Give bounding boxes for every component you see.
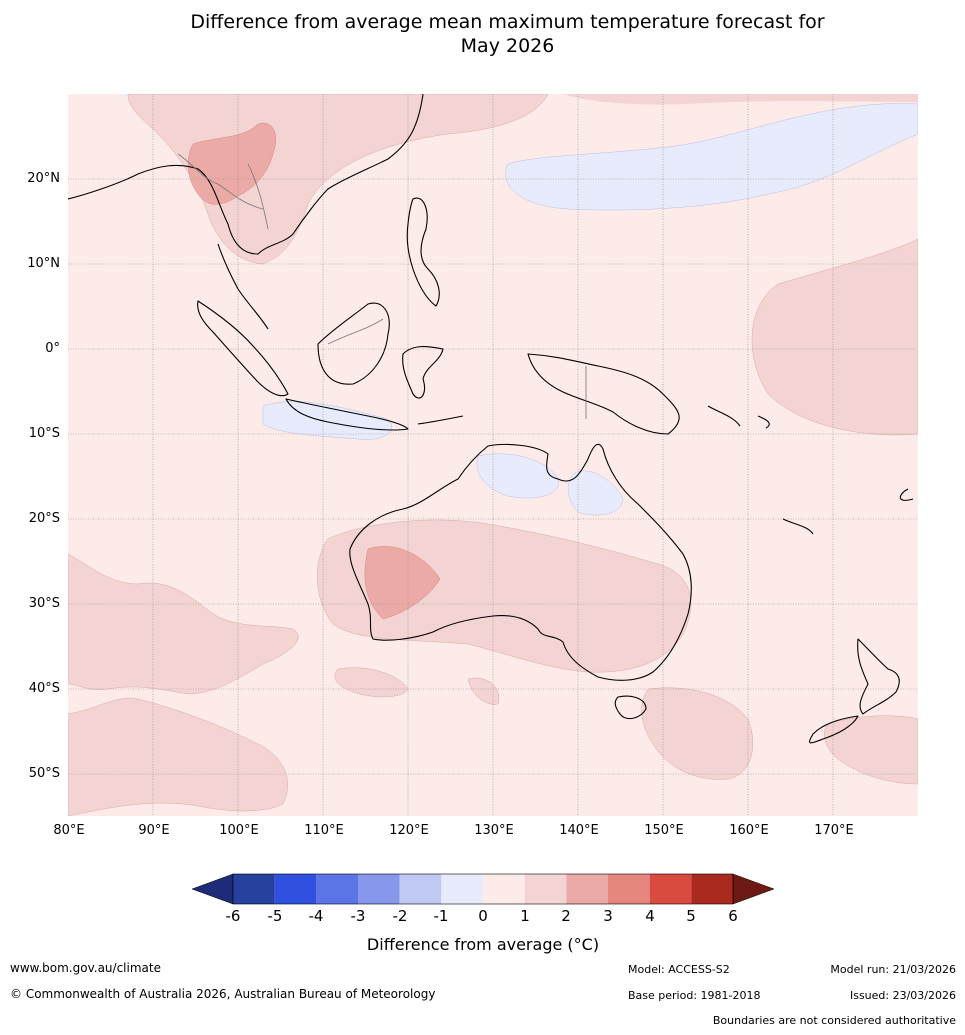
colorbar-segment-10 bbox=[608, 874, 650, 904]
lon-label-100e: 100°E bbox=[219, 823, 259, 838]
java-coastline bbox=[285, 398, 409, 431]
disclaimer-text: Boundaries are not considered authoritat… bbox=[712, 1014, 956, 1027]
colorbar-segment-8 bbox=[524, 874, 567, 904]
colorbar-tick: 0 bbox=[478, 907, 488, 925]
title-line-1: Difference from average mean maximum tem… bbox=[190, 11, 825, 33]
borneo-coastline bbox=[317, 302, 390, 385]
australia-coastline bbox=[349, 443, 692, 681]
map-svg bbox=[68, 94, 918, 816]
southern-indian-ocean-warm bbox=[68, 553, 299, 695]
south-australia-ocean-warm bbox=[334, 667, 500, 705]
lon-label-110e: 110°E bbox=[304, 823, 344, 838]
colorbar-segment-9 bbox=[566, 874, 608, 904]
colorbar-tick: 2 bbox=[561, 907, 571, 925]
colorbar-tick: 4 bbox=[645, 907, 655, 925]
timor-coastline bbox=[417, 415, 464, 425]
east-asia-warm bbox=[563, 94, 918, 105]
lat-label-0: 0° bbox=[45, 341, 60, 356]
colorbar-tick: -5 bbox=[267, 907, 283, 925]
colorbar-tick: 5 bbox=[686, 907, 696, 925]
indochina-borders bbox=[177, 153, 269, 230]
new-zealand-south-coastline bbox=[809, 715, 859, 744]
gulf-of-carpentaria-cool bbox=[476, 453, 624, 516]
tasmania-coastline bbox=[614, 695, 647, 720]
colorbar-segment-3 bbox=[316, 874, 358, 904]
website-link[interactable]: www.bom.gov.au/climate bbox=[10, 961, 161, 975]
issued-text: Issued: 23/03/2026 bbox=[849, 989, 956, 1002]
lat-label-50s: 50°S bbox=[28, 766, 60, 781]
equatorial-pacific-warm bbox=[751, 238, 918, 436]
far-south-warm bbox=[68, 697, 288, 816]
lon-label-90e: 90°E bbox=[138, 823, 170, 838]
colorbar-tick: -3 bbox=[350, 907, 366, 925]
sulawesi-coastline bbox=[402, 346, 444, 399]
lon-label-160e: 160°E bbox=[729, 823, 769, 838]
colorbar-segment-7 bbox=[483, 874, 525, 904]
lat-label-20s: 20°S bbox=[28, 511, 60, 526]
malay-peninsula-coastline bbox=[217, 243, 269, 330]
colorbar-frame bbox=[232, 873, 734, 905]
borneo-border bbox=[327, 318, 384, 345]
coastlines bbox=[68, 94, 914, 744]
new-zealand-north-coastline bbox=[857, 638, 900, 715]
sumatra-coastline bbox=[197, 300, 289, 397]
lat-label-20n: 20°N bbox=[27, 171, 60, 186]
colorbar-tick: 6 bbox=[728, 907, 738, 925]
colorbar-tick: -1 bbox=[433, 907, 449, 925]
colorbar-segment-1 bbox=[233, 874, 275, 904]
model-text: Model: ACCESS-S2 bbox=[628, 963, 730, 976]
colorbar-tick: -4 bbox=[308, 907, 324, 925]
base-period-text: Base period: 1981-2018 bbox=[628, 989, 761, 1002]
java-sea-cool bbox=[262, 401, 392, 440]
lon-label-120e: 120°E bbox=[389, 823, 429, 838]
lon-label-80e: 80°E bbox=[53, 823, 85, 838]
lat-label-10s: 10°S bbox=[28, 426, 60, 441]
colorbar-extend-low bbox=[192, 873, 234, 905]
lat-label-10n: 10°N bbox=[27, 256, 60, 271]
colorbar-tick: -6 bbox=[225, 907, 241, 925]
north-pacific-cool-band bbox=[505, 103, 918, 211]
pacific-islands bbox=[707, 405, 914, 535]
mainland-asia-coastline bbox=[68, 94, 424, 255]
colorbar-segment-5 bbox=[399, 874, 442, 904]
title-line-2: May 2026 bbox=[460, 35, 555, 57]
new-guinea-coastline bbox=[527, 353, 680, 435]
lat-label-30s: 30°S bbox=[28, 596, 60, 611]
graticule bbox=[68, 94, 918, 816]
colorbar-segment-12 bbox=[691, 874, 733, 904]
colorbar-segment-4 bbox=[358, 874, 400, 904]
colorbar-tick: -2 bbox=[392, 907, 408, 925]
map-title: Difference from average mean maximum tem… bbox=[0, 10, 965, 58]
colorbar-label: Difference from average (°C) bbox=[366, 935, 600, 954]
lon-label-150e: 150°E bbox=[644, 823, 684, 838]
colorbar-tick: 1 bbox=[520, 907, 530, 925]
model-run-text: Model run: 21/03/2026 bbox=[830, 963, 956, 976]
colorbar-segment-11 bbox=[649, 874, 692, 904]
tasman-sea-warm bbox=[641, 687, 918, 785]
lon-label-170e: 170°E bbox=[814, 823, 854, 838]
lat-label-40s: 40°S bbox=[28, 681, 60, 696]
colorbar-tick: 3 bbox=[603, 907, 613, 925]
lon-label-130e: 130°E bbox=[474, 823, 514, 838]
colorbar bbox=[192, 873, 774, 905]
colorbar-extend-high bbox=[732, 873, 774, 905]
philippines-coastline bbox=[406, 197, 440, 307]
country-borders bbox=[177, 153, 587, 419]
colorbar-segment-2 bbox=[274, 874, 317, 904]
forecast-map[interactable] bbox=[68, 94, 918, 816]
lon-label-140e: 140°E bbox=[559, 823, 599, 838]
colorbar-segment-6 bbox=[441, 874, 483, 904]
copyright-text: © Commonwealth of Australia 2026, Austra… bbox=[10, 987, 436, 1001]
